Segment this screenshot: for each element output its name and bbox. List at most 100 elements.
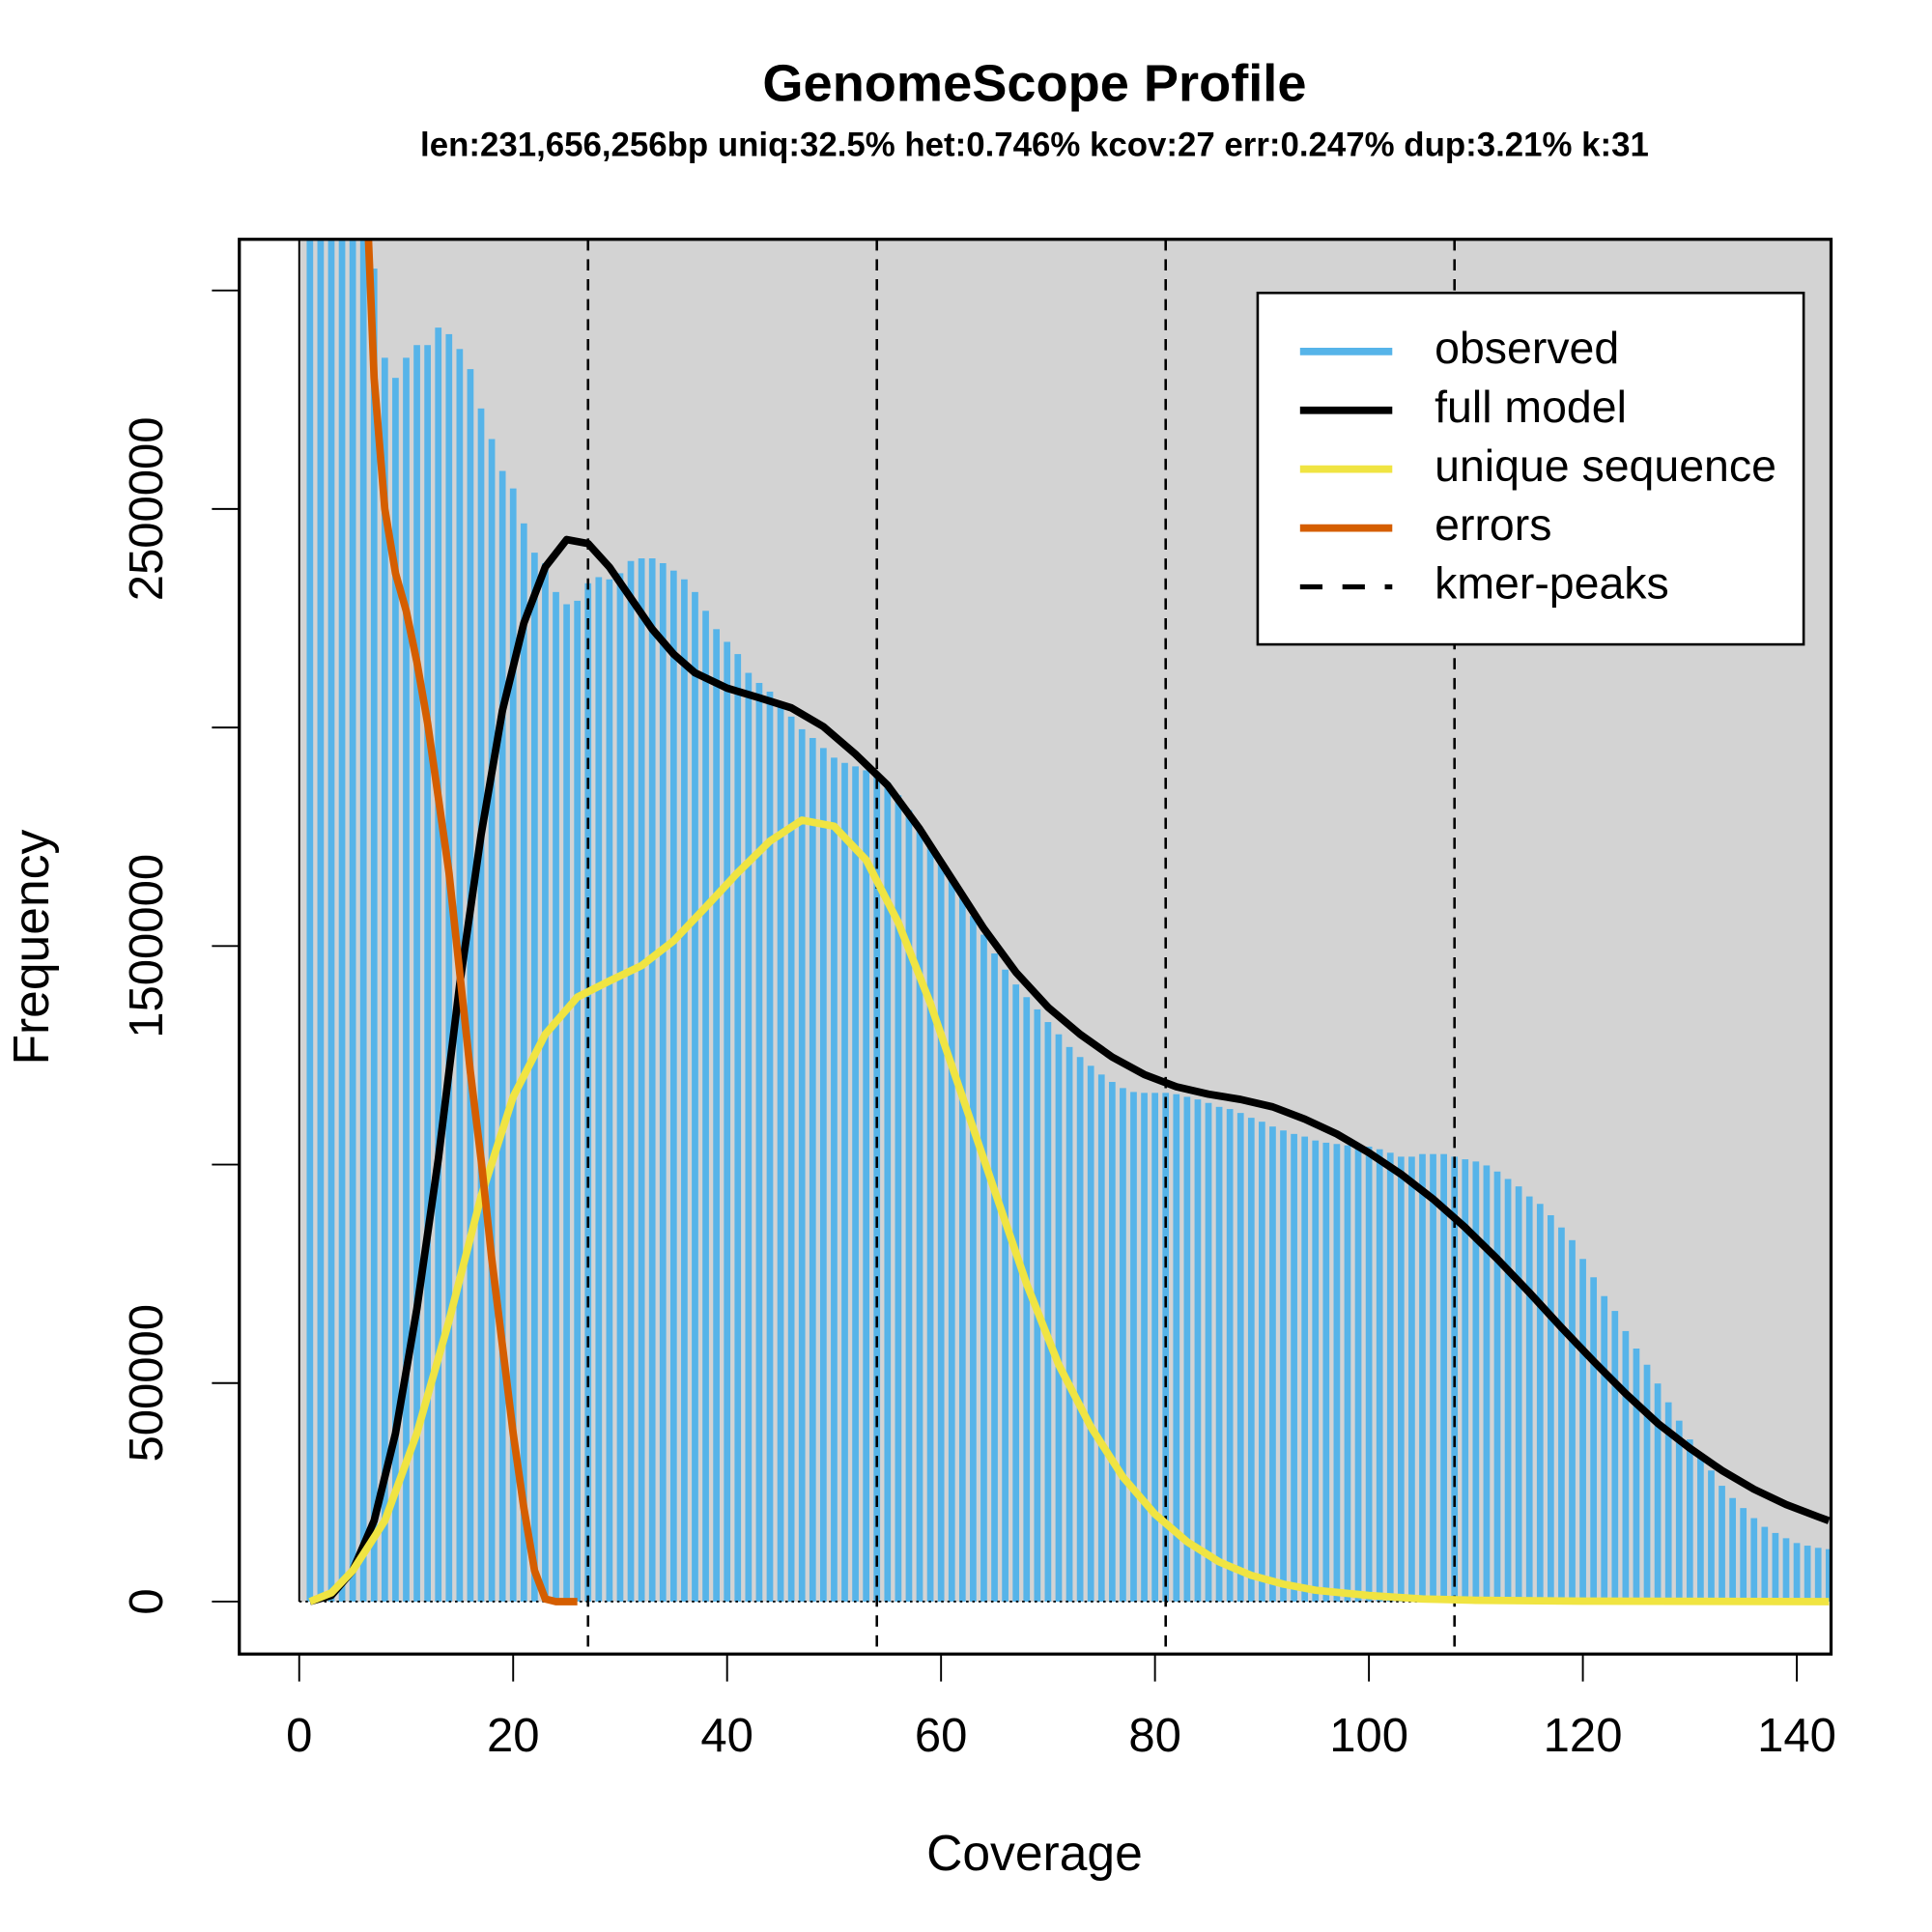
bar — [1675, 1420, 1683, 1602]
x-tick-label: 0 — [286, 1710, 312, 1762]
bar — [1697, 1455, 1704, 1602]
y-axis-label: Frequency — [3, 830, 59, 1065]
legend-label: observed — [1435, 323, 1619, 373]
bar — [948, 878, 955, 1602]
bar — [1750, 1518, 1758, 1602]
bar — [1825, 1548, 1832, 1602]
bar — [349, 239, 356, 1602]
bar — [831, 757, 838, 1602]
bar — [1120, 1088, 1126, 1602]
bar — [1729, 1497, 1736, 1602]
bar — [1386, 1152, 1394, 1602]
bar — [338, 239, 346, 1602]
bar — [306, 239, 314, 1602]
x-axis-label: Coverage — [926, 1825, 1143, 1881]
bar — [359, 239, 367, 1602]
bar — [435, 327, 442, 1602]
plot-frame — [238, 238, 1833, 1656]
bar — [863, 770, 870, 1602]
x-tick-label: 140 — [1757, 1710, 1836, 1762]
bar — [509, 488, 517, 1602]
bar — [1558, 1227, 1565, 1602]
plot-area — [298, 239, 1832, 1655]
bar — [574, 600, 582, 1602]
bar — [702, 611, 709, 1602]
bar — [1622, 1330, 1630, 1602]
legend-label: full model — [1435, 382, 1627, 432]
bar — [1440, 1153, 1447, 1602]
bar — [553, 591, 559, 1602]
bar — [1515, 1186, 1522, 1602]
bar — [424, 345, 431, 1602]
bar — [1601, 1295, 1608, 1602]
bar — [488, 439, 496, 1602]
bar — [1365, 1146, 1373, 1602]
bar — [648, 558, 656, 1602]
bar — [1344, 1145, 1351, 1602]
bar — [1536, 1204, 1544, 1602]
bar — [1814, 1548, 1822, 1602]
bar — [317, 239, 325, 1602]
bar — [1772, 1532, 1779, 1602]
bar — [777, 704, 784, 1602]
bar — [669, 570, 677, 1602]
bar — [1236, 1113, 1244, 1602]
bar — [916, 829, 923, 1602]
bar — [1097, 1074, 1105, 1602]
bar — [1569, 1239, 1576, 1602]
bar — [616, 573, 624, 1602]
bar — [1761, 1526, 1769, 1602]
bar — [724, 641, 731, 1602]
x-tick-label: 20 — [487, 1710, 540, 1762]
bar — [1269, 1126, 1276, 1602]
bar — [531, 553, 538, 1602]
chart-subtitle: len:231,656,256bp uniq:32.5% het:0.746% … — [420, 126, 1649, 163]
bar — [1087, 1065, 1094, 1602]
y-tick-label: 1500000 — [121, 854, 173, 1038]
bar — [1654, 1383, 1662, 1602]
bar — [1023, 997, 1031, 1602]
bar — [809, 737, 816, 1602]
x-tick-label: 100 — [1329, 1710, 1408, 1762]
bar — [1044, 1022, 1052, 1602]
bar — [498, 470, 506, 1602]
bar — [1055, 1034, 1063, 1602]
bar — [1065, 1046, 1073, 1602]
bar — [1247, 1118, 1255, 1602]
bar — [477, 408, 485, 1602]
bar — [1472, 1161, 1480, 1602]
bar — [852, 766, 859, 1602]
bar — [1504, 1179, 1512, 1602]
bar — [584, 582, 592, 1602]
legend: observed full model unique sequence errors k… — [1256, 291, 1805, 646]
line — [364, 239, 578, 1605]
bar — [1793, 1543, 1801, 1602]
y-tick-label: 2500000 — [121, 416, 173, 601]
bar — [905, 810, 913, 1602]
bar — [467, 369, 474, 1602]
bar — [1322, 1142, 1330, 1602]
bar — [692, 591, 698, 1602]
bar — [1205, 1102, 1212, 1602]
bar — [1376, 1149, 1383, 1602]
bar — [1259, 1122, 1265, 1602]
bar — [713, 629, 720, 1602]
bar — [1215, 1106, 1223, 1602]
chart-title: GenomeScope Profile — [762, 55, 1306, 113]
bar — [970, 916, 977, 1602]
x-tick-label: 80 — [1128, 1710, 1181, 1762]
x-tick-label: 60 — [915, 1710, 968, 1762]
bar — [820, 748, 827, 1602]
bar — [1108, 1082, 1116, 1602]
bar — [1719, 1486, 1725, 1602]
bar — [1430, 1153, 1436, 1602]
bar — [980, 934, 987, 1602]
bar — [1226, 1109, 1234, 1602]
bar — [1590, 1277, 1598, 1602]
legend-label: errors — [1435, 499, 1551, 550]
bar — [1643, 1364, 1651, 1602]
bar — [745, 672, 753, 1602]
bar — [1525, 1196, 1533, 1602]
bar — [926, 847, 934, 1602]
